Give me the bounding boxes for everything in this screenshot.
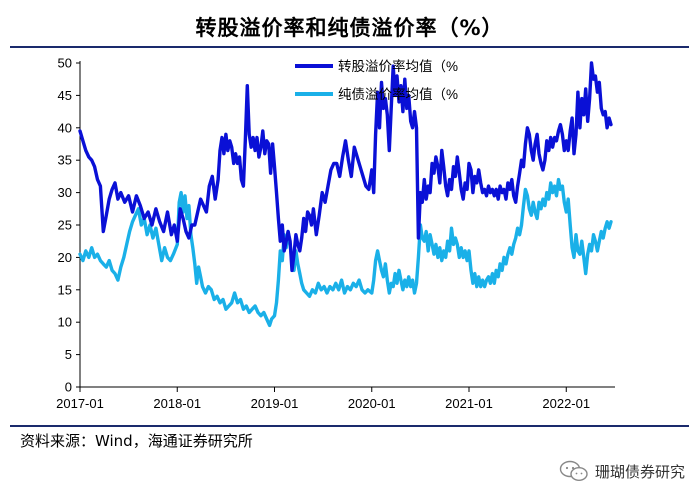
x-tick-label: 2018-01 xyxy=(153,396,201,411)
bond-premium-line xyxy=(78,177,613,328)
source-rule xyxy=(10,425,689,427)
watermark-text: 珊瑚债券研究 xyxy=(594,462,685,481)
y-tick-label: 25 xyxy=(58,218,72,233)
x-tick-label: 2017-01 xyxy=(56,396,104,411)
watermark: 珊瑚债券研究 xyxy=(559,460,685,482)
line-chart: 0 5 10 15 20 25 30 35 40 45 50 2017-01 2018-01 2019-0… xyxy=(56,56,615,411)
legend-label: 纯债溢价率均值（% xyxy=(338,86,458,102)
y-tick-label: 35 xyxy=(58,153,72,168)
x-tick-label: 2019-01 xyxy=(251,396,299,411)
y-tick-label: 45 xyxy=(58,88,72,103)
y-tick-label: 5 xyxy=(65,347,72,362)
y-tick-label: 30 xyxy=(58,185,72,200)
conversion-premium-line xyxy=(78,61,613,273)
y-tick-label: 40 xyxy=(58,120,72,135)
y-tick-label: 15 xyxy=(58,282,72,297)
y-tick-label: 10 xyxy=(58,315,72,330)
x-tick-label: 2021-01 xyxy=(445,396,493,411)
y-tick-label: 20 xyxy=(58,250,72,265)
x-tick-label: 2022-01 xyxy=(542,396,590,411)
y-tick-label: 0 xyxy=(65,380,72,395)
source-note: 资料来源：Wind，海通证券研究所 xyxy=(20,432,253,450)
title-rule xyxy=(10,46,689,48)
legend-label: 转股溢价率均值（% xyxy=(338,58,458,74)
chart-title: 转股溢价率和纯债溢价率（%） xyxy=(195,16,504,40)
wechat-icon xyxy=(559,460,588,482)
y-tick-label: 50 xyxy=(58,56,72,71)
x-tick-label: 2020-01 xyxy=(348,396,396,411)
